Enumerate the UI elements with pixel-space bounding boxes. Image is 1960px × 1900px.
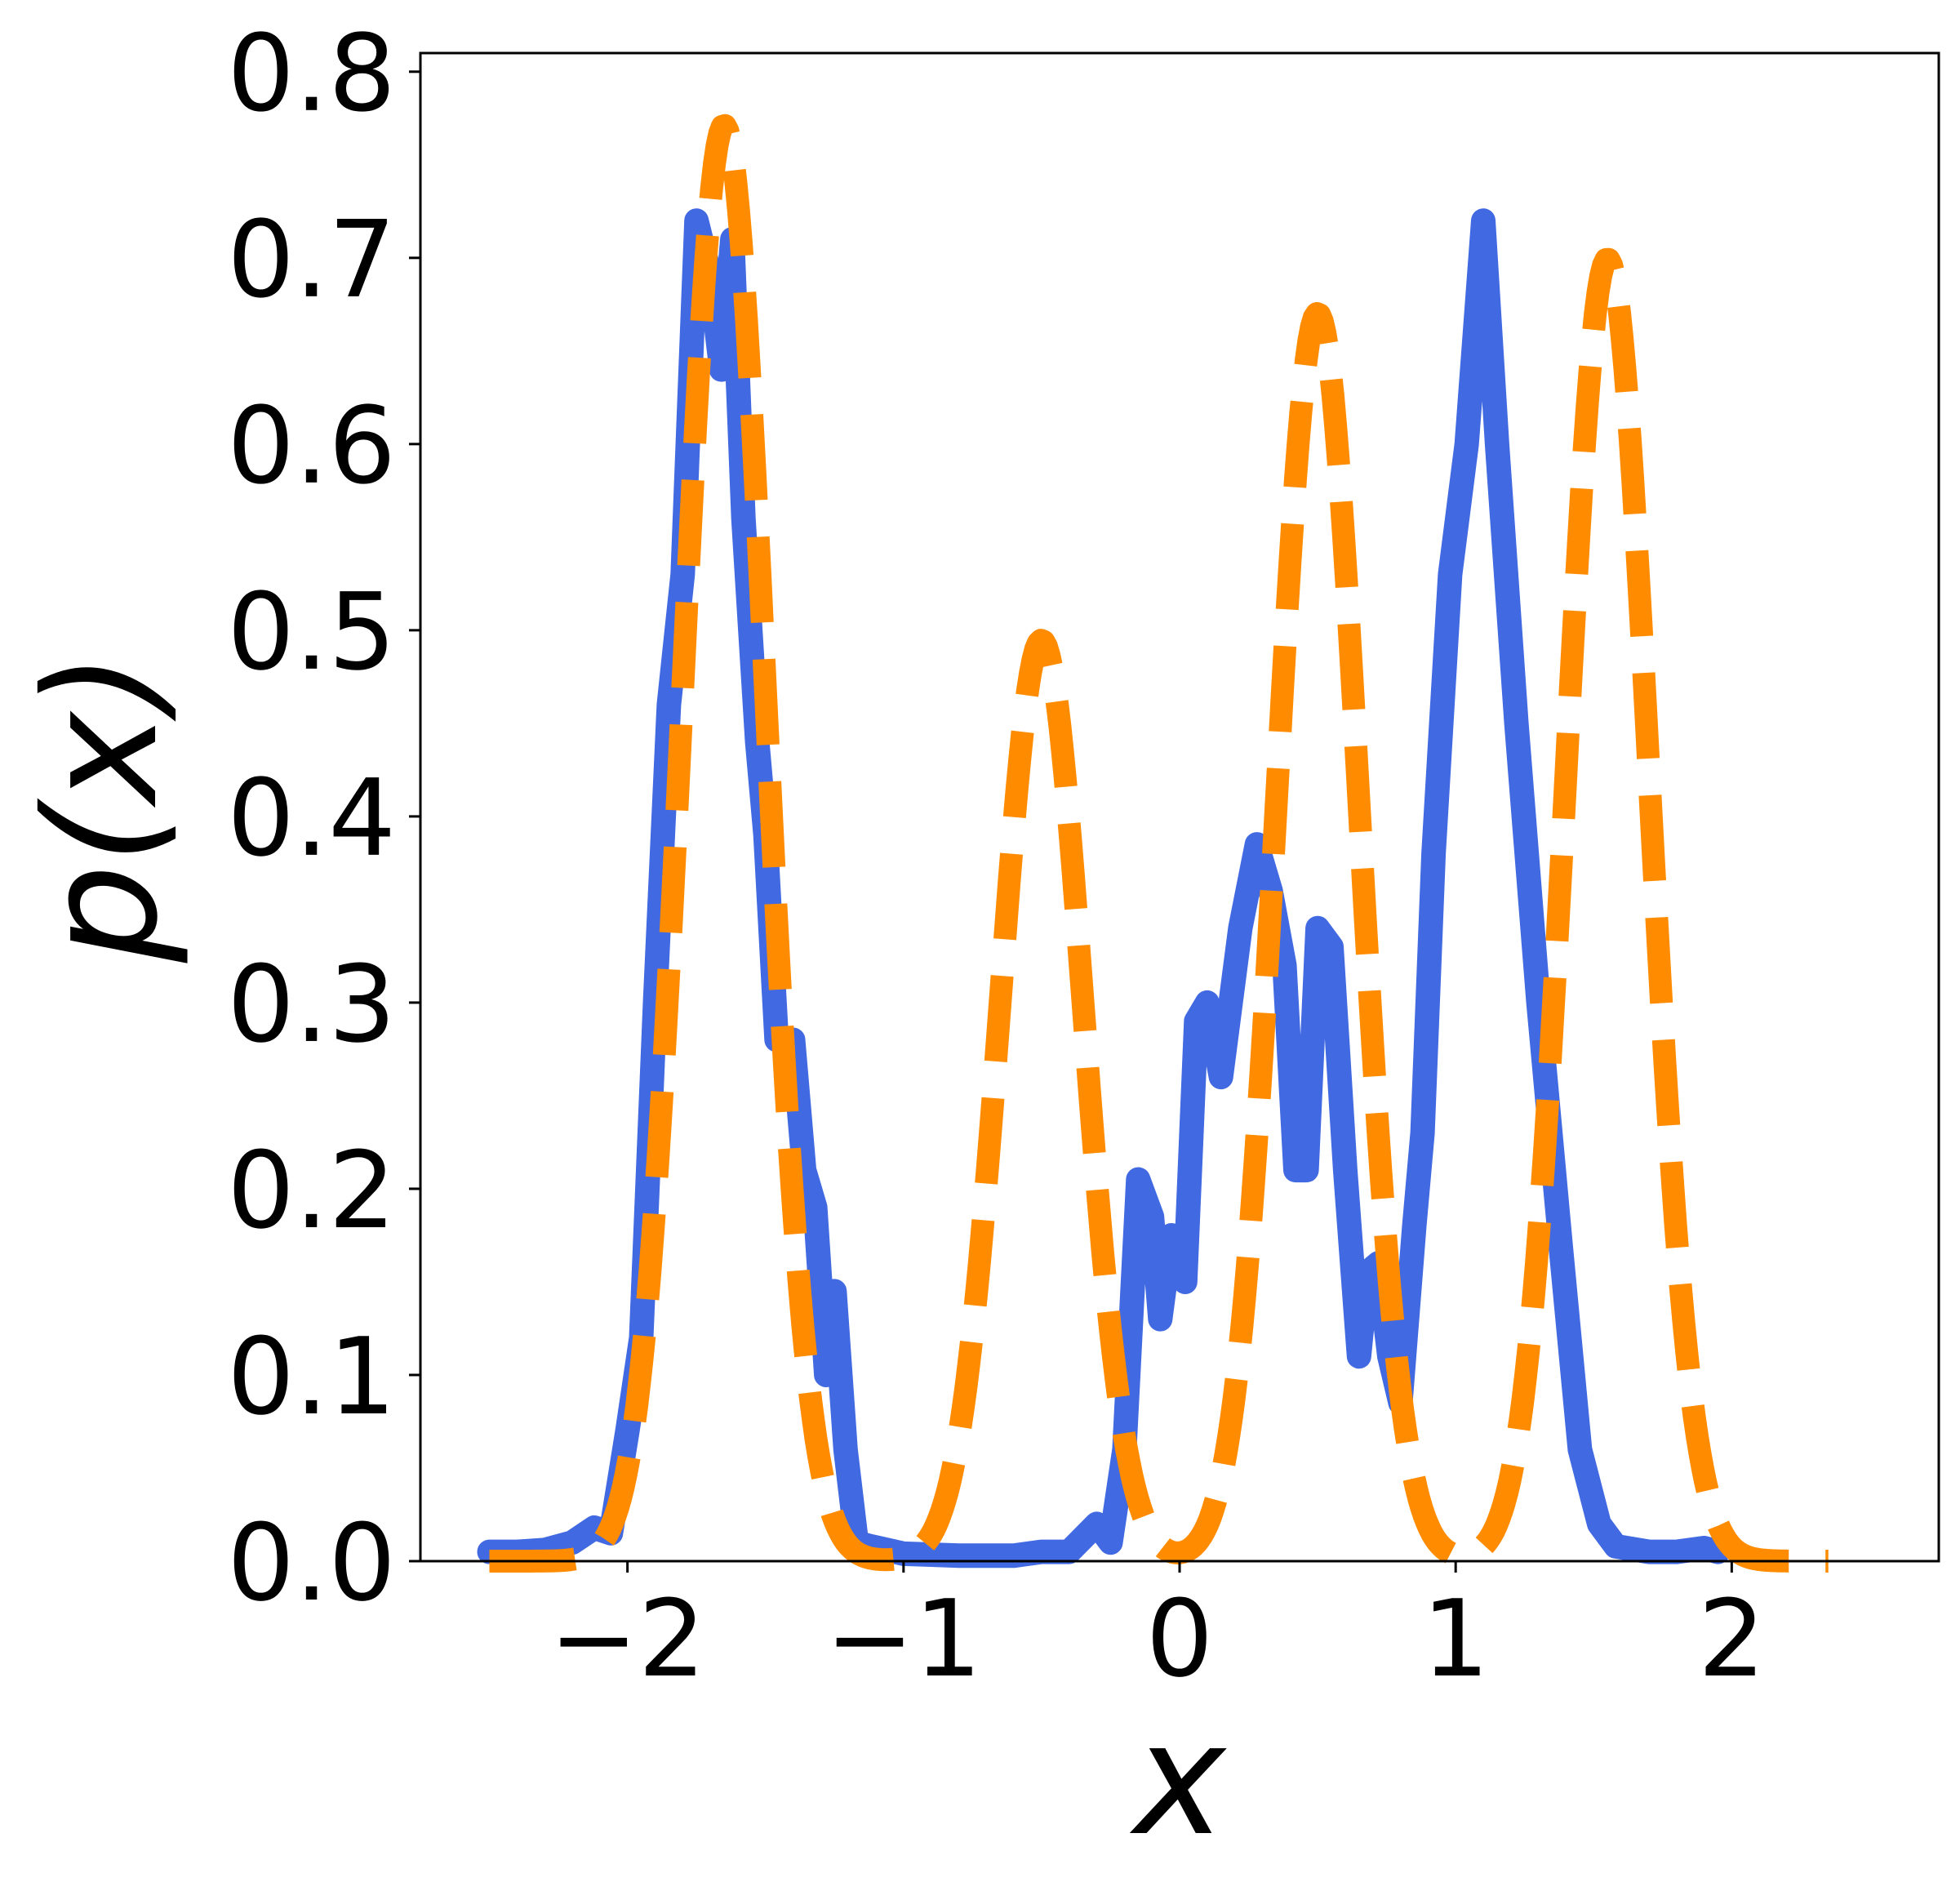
y-tick-label: 0.0 — [227, 1501, 396, 1625]
x-tick-label: 1 — [1422, 1577, 1490, 1701]
y-tick-label: 0.3 — [227, 942, 396, 1066]
series-layer — [477, 113, 1838, 1573]
x-tick-label: −2 — [549, 1577, 706, 1701]
x-tick-label: −1 — [825, 1577, 982, 1701]
x-axis-label: x — [1130, 1689, 1228, 1870]
y-tick-label: 0.8 — [227, 11, 396, 136]
tick-layer: −2 −1 0 1 2 0.0 0.1 0.2 0.3 0.4 0.5 0.6 0.7 0.8 — [227, 11, 1765, 1701]
dashed-orange-series-line — [480, 113, 1838, 1573]
y-axis-label: p(x) — [11, 652, 192, 963]
y-tick-label: 0.4 — [227, 756, 396, 880]
y-tick-label: 0.1 — [227, 1315, 396, 1439]
x-tick-label: 2 — [1698, 1577, 1766, 1701]
x-tick-label: 0 — [1146, 1577, 1214, 1701]
y-tick-label: 0.6 — [227, 384, 396, 508]
y-tick-label: 0.5 — [227, 570, 396, 694]
y-tick-label: 0.7 — [227, 198, 396, 322]
y-tick-label: 0.2 — [227, 1128, 396, 1253]
